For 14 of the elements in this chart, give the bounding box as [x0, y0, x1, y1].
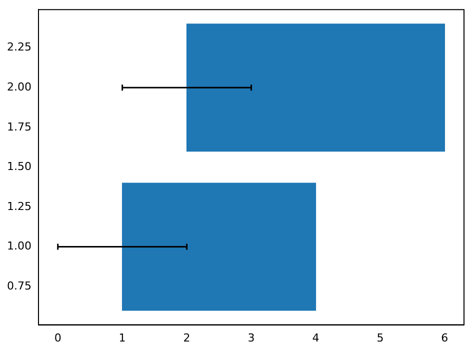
y-tick-label: 2.25 — [6, 40, 32, 54]
x-tick-label: 2 — [183, 331, 190, 344]
x-tick-label: 6 — [441, 331, 448, 344]
x-tick-label: 0 — [54, 331, 62, 344]
x-tick-label: 1 — [118, 331, 126, 344]
y-tick-label: 0.75 — [6, 279, 32, 292]
y-tick-label: 1.25 — [6, 200, 32, 213]
y-tick-label: 2.00 — [6, 80, 32, 94]
y-tick-label: 1.75 — [6, 120, 32, 134]
x-tick-label: 5 — [376, 331, 384, 344]
x-tick-label: 4 — [312, 331, 320, 344]
y-tick-label: 1.50 — [6, 160, 32, 174]
y-tick-label: 1.00 — [6, 240, 32, 253]
x-tick-label: 3 — [248, 331, 255, 344]
